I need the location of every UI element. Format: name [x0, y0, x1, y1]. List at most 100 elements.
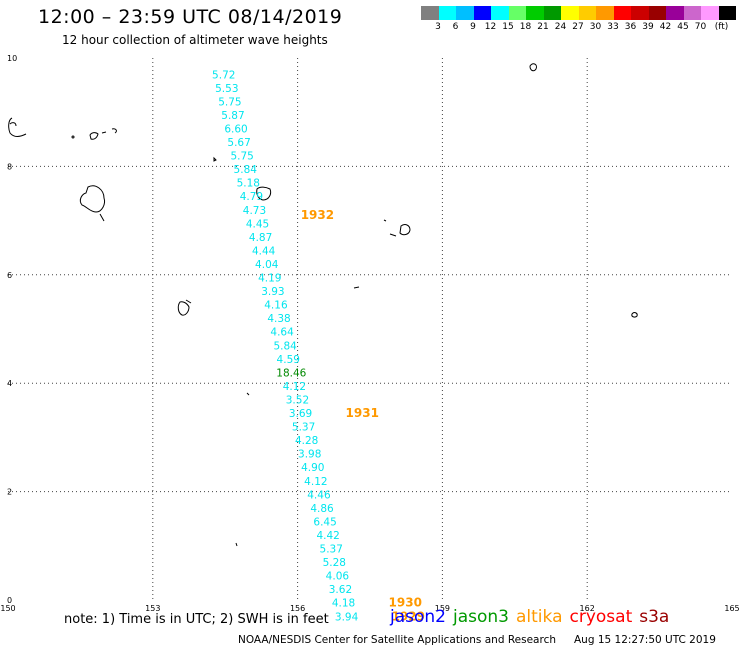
- legend-swatch: [473, 6, 491, 20]
- island-outlines: [8, 63, 638, 547]
- island-outline: [256, 186, 272, 201]
- legend-label: 18: [519, 22, 532, 32]
- wave-height-value: 4.12: [304, 476, 327, 488]
- y-tick-label: 0: [7, 596, 12, 605]
- legend-unit: (ft): [714, 22, 729, 32]
- pass-time-label: 1931: [346, 406, 379, 420]
- axis-ticks: 150 153 156 159 162 165 0 2 4 6 8 10: [0, 54, 739, 613]
- wave-height-value: 4.04: [255, 259, 279, 271]
- map-subtitle: 12 hour collection of altimeter wave hei…: [62, 33, 328, 47]
- map-grid: [8, 58, 732, 600]
- x-tick-label: 150: [0, 604, 15, 613]
- satellite-jason2: jason2: [390, 607, 446, 627]
- island-outline: [79, 185, 105, 213]
- wave-height-value: 3.98: [298, 449, 321, 461]
- satellite-legend: jason2 jason3 altika cryosat s3a: [390, 607, 676, 627]
- legend-swatch: [508, 6, 526, 20]
- legend-swatch: [578, 6, 596, 20]
- wave-height-value: 4.59: [277, 354, 300, 366]
- legend-swatch: [631, 6, 649, 20]
- legend-label: 24: [554, 22, 567, 32]
- wave-height-value: 4.12: [283, 381, 306, 393]
- x-tick-label: 153: [145, 604, 160, 613]
- wave-height-value: 3.52: [286, 394, 309, 406]
- legend-label: 33: [607, 22, 619, 32]
- y-tick-label: 4: [7, 379, 12, 388]
- x-tick-label: 162: [580, 604, 595, 613]
- wave-height-value: 4.16: [264, 300, 288, 312]
- wave-height-value: 5.37: [292, 422, 315, 434]
- wave-height-value: 5.53: [215, 83, 238, 95]
- wave-height-value: 5.37: [320, 544, 343, 556]
- wave-height-value: 5.84: [234, 164, 258, 176]
- legend-swatch: [648, 6, 666, 20]
- legend-label: 39: [642, 22, 654, 32]
- wave-height-value: 5.18: [237, 178, 260, 190]
- island-outline: [177, 299, 192, 316]
- legend-swatch: [491, 6, 509, 20]
- wave-height-value: 4.45: [246, 218, 269, 230]
- altimeter-track: 5.725.535.755.876.605.675.755.845.184.79…: [212, 69, 359, 623]
- wave-height-value: 5.28: [323, 557, 346, 569]
- wave-height-value: 4.06: [326, 571, 350, 583]
- color-legend: [421, 6, 736, 20]
- island-outline: [246, 392, 250, 396]
- satellite-jason3: jason3: [453, 607, 509, 627]
- wave-height-value: 3.62: [329, 584, 352, 596]
- island-outline: [529, 63, 537, 72]
- legend-label: 30: [589, 22, 602, 32]
- wave-height-value: 4.90: [301, 462, 324, 474]
- island-outline: [631, 312, 638, 318]
- legend-label: 36: [624, 22, 637, 32]
- island-outline: [213, 156, 217, 162]
- wave-height-value: 4.44: [252, 245, 276, 257]
- island-outline: [235, 542, 238, 547]
- legend-swatch: [438, 6, 456, 20]
- x-tick-label: 159: [435, 604, 450, 613]
- island-outline: [99, 213, 105, 222]
- wave-height-value: 4.19: [258, 273, 281, 285]
- pass-time-label: 1930: [389, 596, 422, 610]
- island-outline: [89, 128, 117, 140]
- island-outline: [71, 135, 75, 139]
- legend-label: 9: [470, 22, 476, 32]
- satellite-cryosat: cryosat: [569, 607, 633, 627]
- legend-swatch: [683, 6, 701, 20]
- legend-swatch: [421, 6, 439, 20]
- pass-time-label: 1929: [392, 609, 425, 623]
- satellite-s3a: s3a: [639, 607, 670, 627]
- wave-height-value: 5.87: [221, 110, 244, 122]
- x-tick-label: 156: [290, 604, 305, 613]
- wave-height-value: 3.69: [289, 408, 312, 420]
- legend-swatch: [543, 6, 561, 20]
- wave-height-value: 4.73: [243, 205, 266, 217]
- x-tick-label: 165: [724, 604, 739, 613]
- wave-height-value: 5.67: [227, 137, 250, 149]
- legend-swatch: [526, 6, 544, 20]
- legend-swatch: [561, 6, 579, 20]
- wave-height-value: 4.42: [316, 530, 339, 542]
- y-tick-label: 10: [7, 54, 17, 63]
- island-outline: [353, 286, 360, 289]
- wave-height-value: 6.45: [313, 516, 336, 528]
- legend-label: 3: [435, 22, 441, 32]
- wave-height-value: 18.46: [276, 367, 306, 379]
- y-tick-label: 8: [7, 162, 12, 171]
- legend-label: 12: [484, 22, 497, 32]
- legend-label: 45: [677, 22, 689, 32]
- map-title: 12:00 – 23:59 UTC 08/14/2019: [38, 6, 343, 28]
- wave-height-value: 4.87: [249, 232, 272, 244]
- wave-height-value: 4.38: [267, 313, 290, 325]
- y-tick-label: 2: [7, 488, 12, 497]
- y-tick-label: 6: [7, 271, 12, 280]
- wave-height-value: 5.75: [218, 96, 241, 108]
- wave-height-value: 4.64: [270, 327, 294, 339]
- credit-text: NOAA/NESDIS Center for Satellite Applica…: [238, 634, 556, 646]
- wave-height-value: 5.84: [273, 340, 297, 352]
- wave-height-value: 4.18: [332, 598, 355, 610]
- legend-label: 42: [659, 22, 672, 32]
- legend-label: 15: [502, 22, 514, 32]
- wave-height-value: 4.28: [295, 435, 318, 447]
